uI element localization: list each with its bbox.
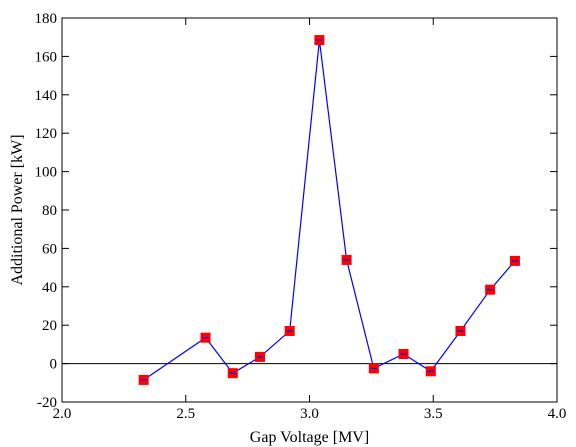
- y-tick-label: 100: [35, 165, 58, 181]
- y-tick-label: 180: [35, 11, 58, 27]
- x-tick-label: 2.5: [176, 406, 195, 422]
- y-tick-label: -20: [37, 395, 57, 411]
- y-tick-label: 20: [42, 318, 57, 334]
- y-tick-label: 160: [35, 49, 58, 65]
- x-tick-label: 4.0: [548, 406, 567, 422]
- x-tick-label: 3.0: [300, 406, 319, 422]
- y-tick-label: 60: [42, 241, 57, 257]
- y-axis-title: Additional Power [kW]: [9, 134, 26, 285]
- y-tick-label: 140: [35, 88, 58, 104]
- x-axis-ticks: 2.0 2.5 3.0 3.5 4.0: [53, 18, 567, 422]
- x-tick-label: 3.5: [424, 406, 443, 422]
- data-markers: [138, 35, 520, 385]
- x-axis-title: Gap Voltage [MV]: [250, 429, 369, 446]
- plot-frame: [61, 17, 558, 403]
- y-axis-ticks: -20 0 20 40 60 80 100 120 140 160 180: [35, 11, 557, 411]
- x-tick-label: 2.0: [53, 406, 72, 422]
- y-tick-label: 0: [50, 357, 58, 373]
- y-tick-label: 40: [42, 280, 57, 296]
- y-tick-label: 80: [42, 203, 57, 219]
- y-tick-label: 120: [35, 126, 58, 142]
